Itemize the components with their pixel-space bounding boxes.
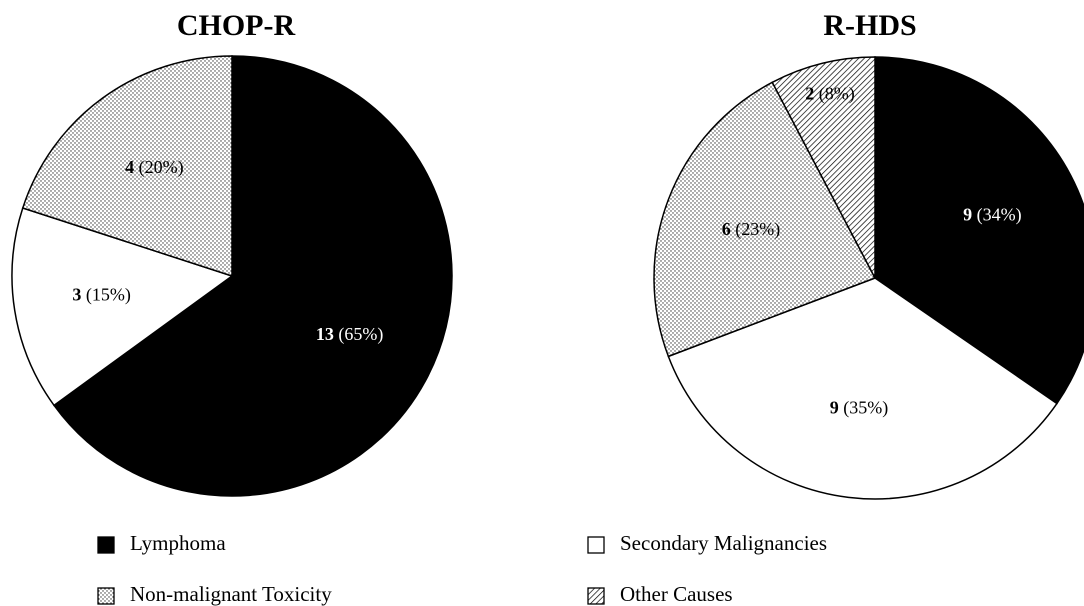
slice-percent: (20%) xyxy=(139,157,184,178)
slice-count: 2 xyxy=(805,84,814,104)
pie-slice xyxy=(653,81,877,358)
slice-label: 13 (65%) xyxy=(316,324,383,345)
pie-slice xyxy=(771,56,876,279)
slice-count: 9 xyxy=(830,398,839,418)
slice-count: 6 xyxy=(722,219,731,239)
pie-slice xyxy=(21,55,233,278)
legend-label: Other Causes xyxy=(620,582,733,606)
chart-title: CHOP-R xyxy=(177,9,296,42)
slice-count: 4 xyxy=(125,157,134,177)
legend-label: Non-malignant Toxicity xyxy=(130,582,332,606)
slice-label: 9 (35%) xyxy=(830,398,888,419)
chart-title: R-HDS xyxy=(823,9,916,42)
slice-percent: (15%) xyxy=(86,285,131,306)
slice-label: 6 (23%) xyxy=(722,219,780,240)
slice-label: 9 (34%) xyxy=(963,205,1021,226)
legend-swatch xyxy=(97,587,115,605)
slice-count: 9 xyxy=(963,205,972,225)
slice-percent: (65%) xyxy=(338,324,383,345)
legend-swatch xyxy=(587,536,605,554)
legend-swatch xyxy=(97,536,115,554)
slice-percent: (23%) xyxy=(735,219,780,240)
legend-label: Lymphoma xyxy=(130,531,226,555)
slice-count: 3 xyxy=(72,285,81,305)
slice-label: 3 (15%) xyxy=(72,285,130,306)
slice-percent: (34%) xyxy=(977,205,1022,226)
slice-percent: (35%) xyxy=(843,398,888,419)
slice-label: 2 (8%) xyxy=(805,84,854,105)
slice-count: 13 xyxy=(316,324,334,344)
pie-slice xyxy=(667,277,1058,500)
pie-slice xyxy=(874,56,1084,405)
slice-label: 4 (20%) xyxy=(125,157,183,178)
slice-percent: (8%) xyxy=(819,84,855,105)
pie-slice xyxy=(11,207,234,407)
legend-label: Secondary Malignancies xyxy=(620,531,827,555)
legend-swatch xyxy=(587,587,605,605)
pie-slice xyxy=(52,55,453,497)
